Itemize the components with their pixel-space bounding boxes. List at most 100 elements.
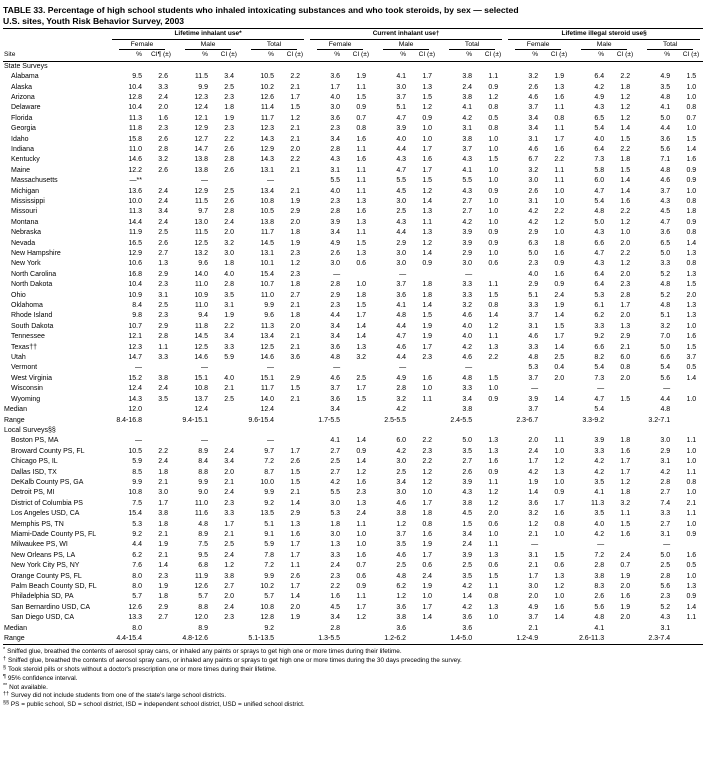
ci-value: 0.9	[488, 395, 499, 403]
percent-value: 3.3	[528, 343, 539, 351]
percent-value: 2.5	[462, 562, 473, 570]
ci-value: 1.3	[620, 322, 631, 330]
ci-value: 3.3	[224, 343, 234, 351]
site-name: North Dakota	[11, 281, 53, 289]
ci-value: 2.6	[158, 166, 168, 174]
percent-value: 2.9	[660, 447, 671, 455]
site-name: San Bernardino USD, CA	[11, 603, 90, 611]
percent-value: 4.7	[396, 333, 407, 341]
ci-value: 1.4	[620, 177, 631, 185]
ci-value: 2.3	[356, 489, 367, 497]
ci-column-header: CI (±)	[278, 50, 308, 62]
site-name: Indiana	[11, 145, 34, 153]
percent-value: 2.7	[462, 458, 473, 466]
table-row: Alabama 9.5 2.6 11.5 3.4 10.5 2.2 3.6 1.9 4.1 1.7 3…	[3, 72, 703, 82]
percent-value: 11.3	[128, 208, 142, 216]
percent-value: 4.6	[528, 93, 539, 101]
percent-value: 3.0	[330, 530, 341, 538]
summary-value: 1.2-4.9	[516, 635, 539, 643]
percent-value: 5.1	[660, 312, 671, 320]
ci-value	[476, 270, 505, 280]
ci-value: 1.2	[422, 104, 433, 112]
site-name: Tennessee	[11, 333, 45, 341]
percent-value: 12.4	[128, 385, 142, 393]
percent-value: 9.8	[132, 312, 142, 320]
percent-value: 4.7	[594, 395, 605, 403]
table-title: TABLE 33. Percentage of high school stud…	[3, 5, 703, 26]
ci-value	[410, 363, 439, 373]
ci-value: 2.6	[290, 458, 301, 466]
ci-value: 1.5	[488, 156, 499, 164]
ci-value: 1.1	[554, 104, 565, 112]
ci-value: 0.8	[686, 104, 697, 112]
ci-value: 3.6	[290, 354, 301, 362]
site-name: Los Angeles USD, CA	[11, 510, 80, 518]
sex-group-header: Male	[571, 40, 637, 51]
percent-value: 5.4	[594, 125, 605, 133]
percent-value: —	[663, 541, 671, 549]
ci-value: 2.1	[686, 499, 697, 507]
percent-value: 3.1	[528, 551, 539, 559]
percent-value: —	[333, 270, 341, 278]
percent-value: 1.2	[396, 520, 407, 528]
percent-value: 12.6	[260, 93, 274, 101]
site-name: Boston PS, MA	[11, 437, 59, 445]
percent-value: 3.7	[528, 614, 539, 622]
footnote: †† Survey did not include students from o…	[3, 692, 703, 701]
percent-value: 12.3	[260, 125, 274, 133]
table-row: Broward County PS, FL 10.5 2.2 8.9 2.4 9.7 1.7…	[3, 447, 703, 457]
percent-value: 12.9	[128, 250, 142, 257]
table-row: Palm Beach County SD, FL 8.0 1.9 12.6 2.7 10.…	[3, 582, 703, 592]
footnotes: * Sniffed glue, breathed the contents of …	[3, 648, 703, 710]
ci-value: 2.1	[290, 125, 301, 133]
site-name: Palm Beach County SD, FL	[11, 583, 97, 590]
summary-label: Range	[4, 635, 25, 643]
percent-value: 15.4	[128, 510, 142, 518]
percent-value: 4.6	[330, 374, 341, 382]
ci-value: 1.0	[488, 250, 499, 257]
table-row: Milwaukee PS, WI 4.4 1.9 7.5 2.5 5.9 1.7 1.3 1.0…	[3, 540, 703, 550]
ci-value: 0.6	[488, 260, 499, 268]
ci-value: 1.4	[686, 145, 697, 153]
percent-value: 10.8	[260, 603, 274, 611]
ci-value: 0.7	[686, 114, 697, 122]
percent-value: 4.8	[198, 520, 208, 528]
ci-value: 2.7	[224, 583, 234, 590]
ci-value: 0.8	[554, 114, 565, 122]
summary-value: 9.6-15.4	[248, 416, 275, 424]
percent-value: 4.8	[594, 208, 605, 216]
ci-value	[278, 363, 307, 373]
ci-value: 1.2	[356, 614, 367, 622]
ci-value: 0.5	[488, 114, 499, 122]
site-name: Orange County PS, FL	[11, 572, 82, 580]
ci-value: 1.7	[290, 583, 301, 590]
ci-value: 1.0	[488, 208, 499, 216]
percent-value: 14.0	[260, 395, 274, 403]
percent-value: 4.0	[462, 322, 473, 330]
percent-value: 2.9	[396, 239, 407, 247]
footnote-marker: §§	[3, 700, 9, 707]
ci-value: 1.9	[290, 614, 301, 622]
ci-value: 0.9	[686, 593, 697, 601]
ci-value	[146, 436, 175, 446]
site-name: Kentucky	[11, 156, 40, 164]
percent-value: 3.4	[462, 530, 473, 538]
percent-value: 6.0	[594, 177, 605, 185]
percent-value: 3.2	[660, 322, 671, 330]
table-row: Wisconsin 12.4 2.4 10.8 2.1 11.7 1.5 3.7 1.7 2.8 1…	[3, 384, 703, 394]
ci-value: 1.7	[224, 520, 234, 528]
column-group-label: Current inhalant use†	[310, 29, 503, 40]
footnote: ** Not available.	[3, 683, 703, 693]
percent-value: 4.9	[594, 93, 605, 101]
data-table: Lifetime inhalant use* Current inhalant u…	[3, 28, 704, 646]
percent-value: 3.5	[462, 572, 473, 580]
ci-value: 1.0	[686, 83, 697, 91]
percent-value: 15.1	[194, 374, 208, 382]
ci-value: 4.0	[224, 374, 234, 382]
percent-value: 2.7	[330, 468, 341, 476]
ci-value: 2.4	[158, 458, 168, 466]
percent-value: 4.7	[396, 166, 407, 174]
percent-value: 3.9	[594, 437, 605, 445]
ci-value: 1.6	[686, 333, 697, 341]
percent-value: 13.4	[260, 187, 274, 195]
